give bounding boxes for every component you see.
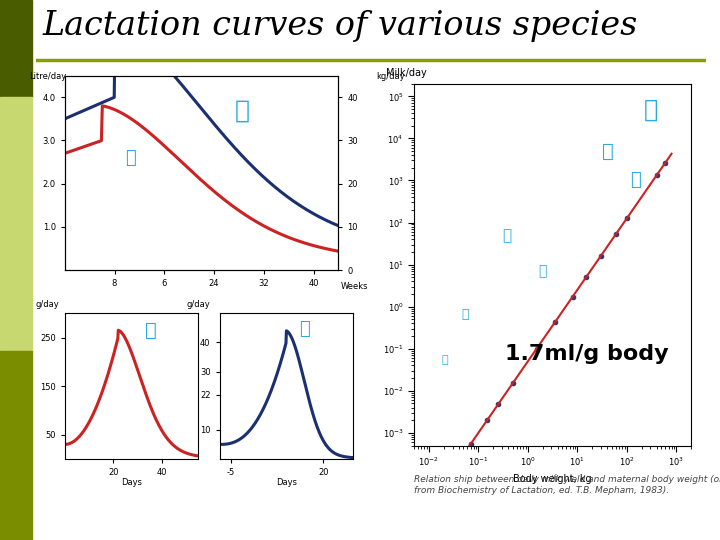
X-axis label: Days: Days — [121, 478, 142, 488]
Text: 🐎: 🐎 — [630, 171, 641, 188]
Text: 🐄: 🐄 — [644, 98, 658, 122]
Text: 🐐: 🐐 — [539, 265, 547, 279]
Text: 🧍: 🧍 — [603, 141, 614, 160]
Text: g/day: g/day — [35, 300, 59, 309]
X-axis label: Body weight, kg: Body weight, kg — [513, 474, 592, 484]
Text: Relation ship between daily milk yield and maternal body weight (obtained
from B: Relation ship between daily milk yield a… — [414, 475, 720, 495]
X-axis label: Days: Days — [276, 478, 297, 488]
Text: 🐄: 🐄 — [235, 99, 249, 123]
Text: 🐄: 🐄 — [503, 228, 512, 244]
Text: Lactation curves of various species: Lactation curves of various species — [42, 10, 638, 42]
Text: Litre/day: Litre/day — [30, 72, 66, 80]
Text: 🐇: 🐇 — [441, 355, 449, 365]
Text: 🐬: 🐬 — [300, 321, 310, 339]
Text: ▮: ▮ — [218, 95, 235, 124]
Text: 🐟: 🐟 — [461, 308, 469, 321]
Text: Weeks: Weeks — [341, 282, 369, 291]
Text: 🐄: 🐄 — [125, 150, 136, 167]
Text: 1.7ml/g body: 1.7ml/g body — [505, 343, 669, 364]
Text: kg/day: kg/day — [377, 72, 405, 80]
Text: g/day: g/day — [186, 300, 210, 309]
Text: Milk/day: Milk/day — [386, 69, 427, 78]
Text: 🐇: 🐇 — [145, 321, 156, 340]
